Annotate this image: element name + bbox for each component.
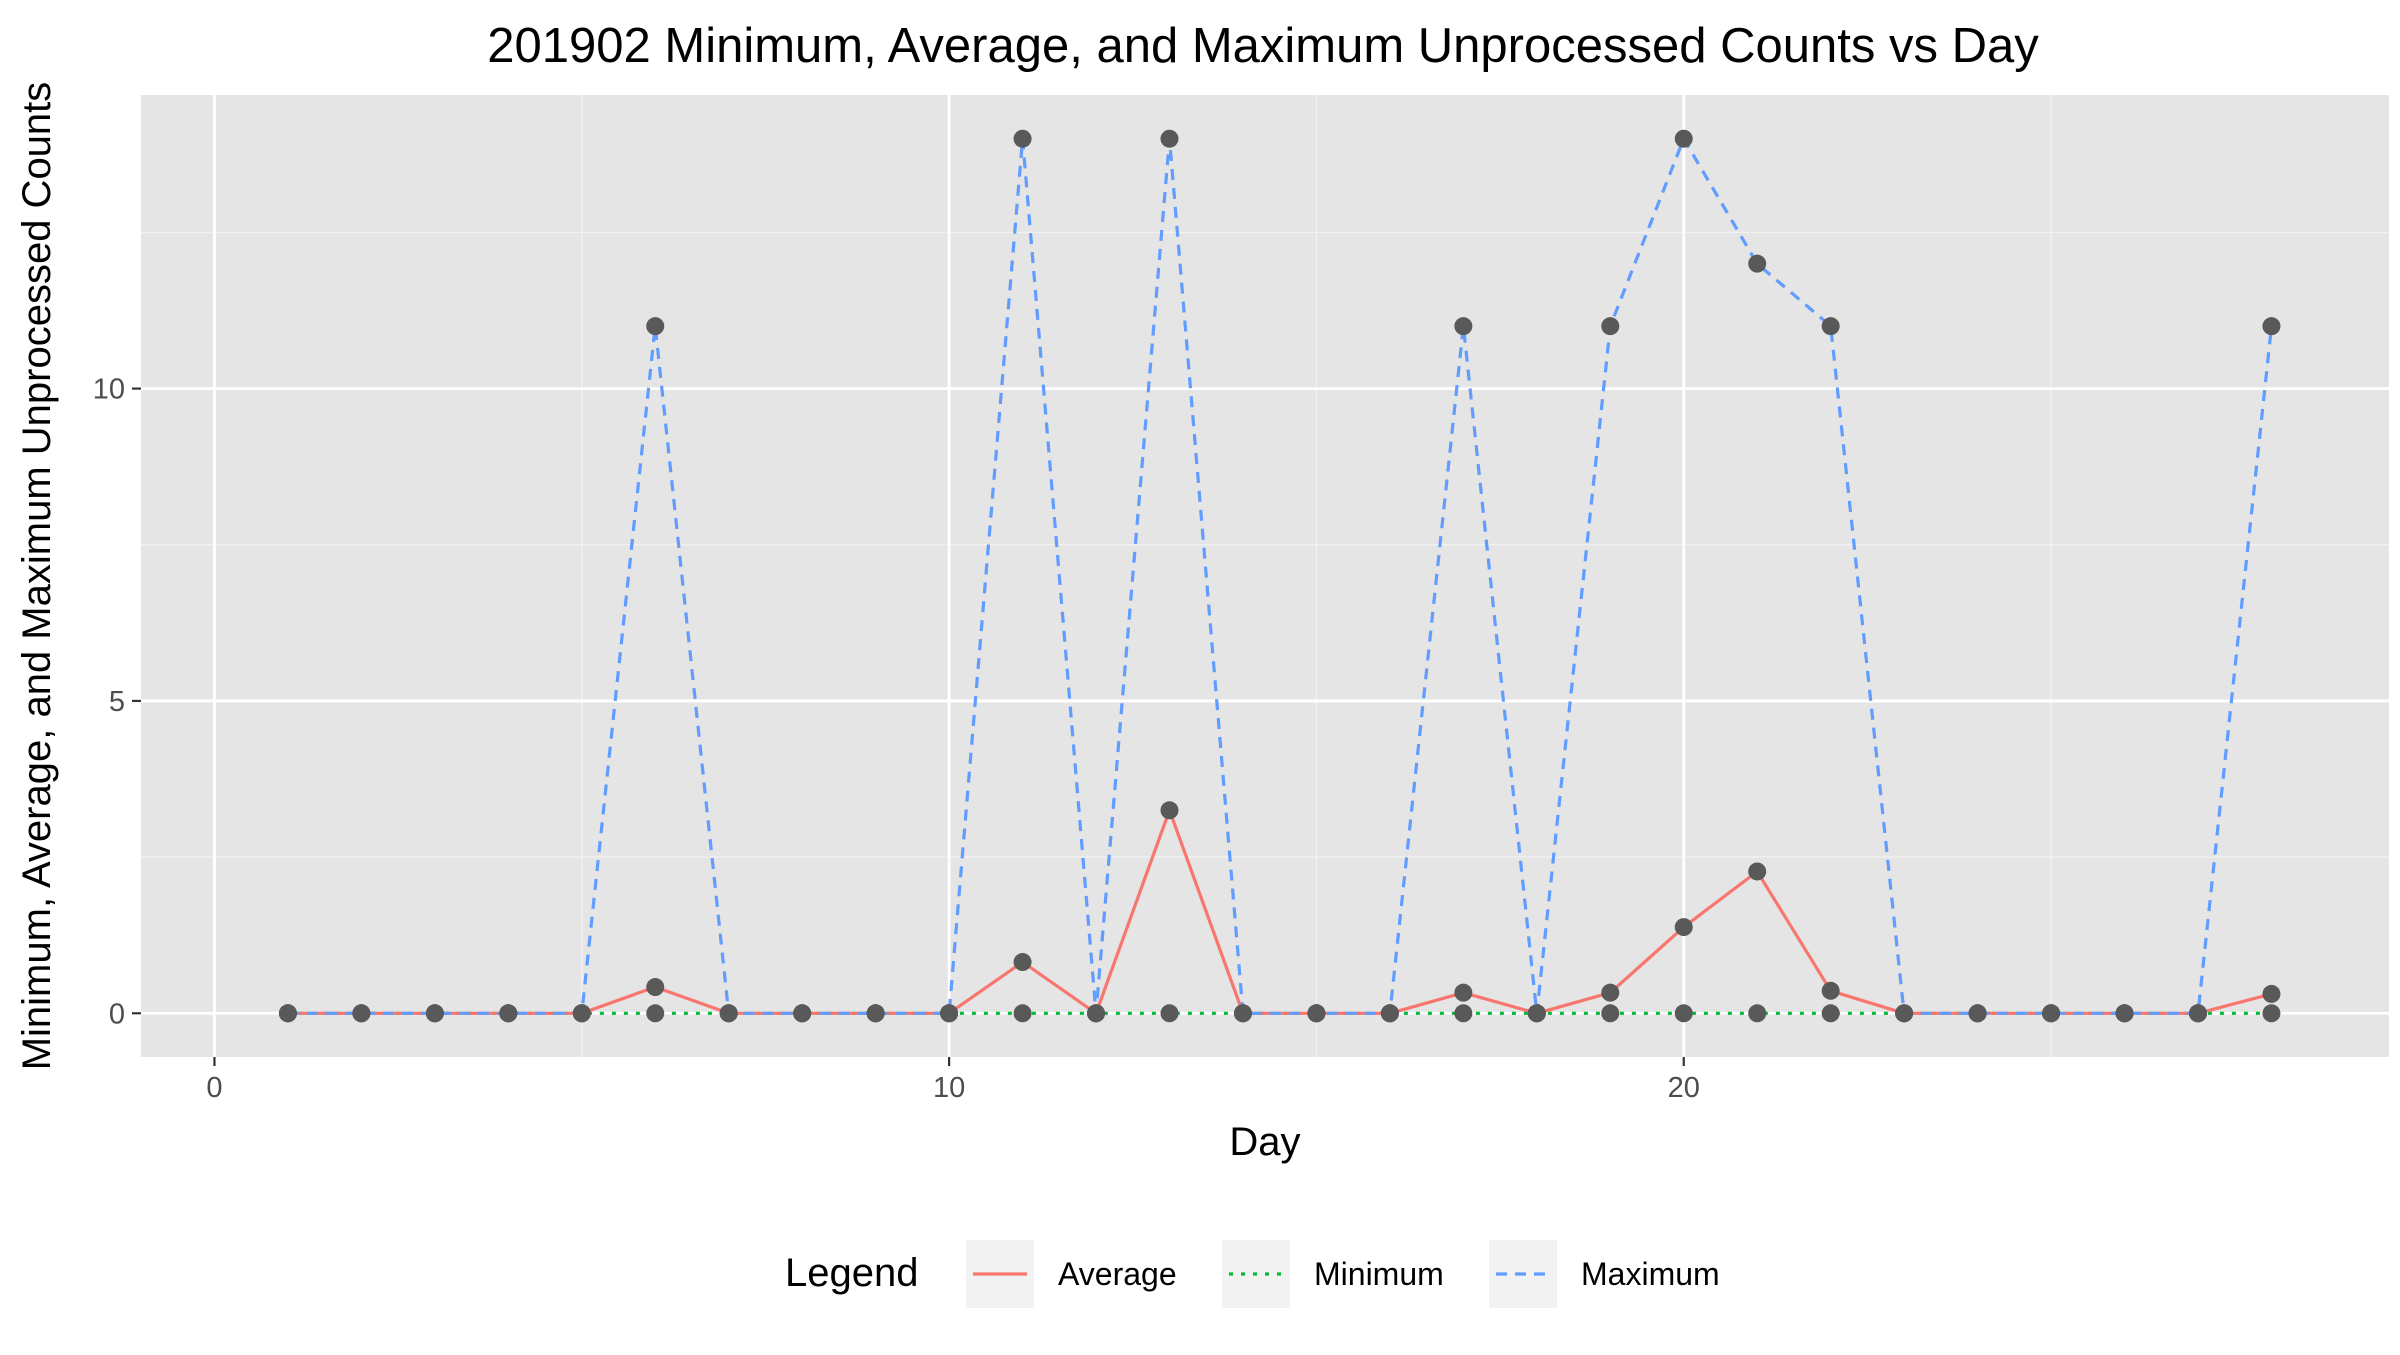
data-point-minimum xyxy=(2262,1004,2281,1023)
data-point-maximum xyxy=(646,317,665,336)
legend-label-maximum: Maximum xyxy=(1581,1256,1720,1292)
legend-label-minimum: Minimum xyxy=(1314,1256,1444,1292)
data-point-maximum xyxy=(2042,1004,2061,1023)
data-point-maximum xyxy=(278,1004,297,1023)
data-point-average xyxy=(1601,983,1620,1002)
plot-panel xyxy=(141,95,2389,1057)
data-point-maximum xyxy=(1674,129,1693,148)
data-point-average xyxy=(1748,862,1767,881)
data-point-average xyxy=(1013,953,1032,972)
chart-title: 201902 Minimum, Average, and Maximum Unp… xyxy=(487,19,2039,73)
data-point-average xyxy=(1674,918,1693,937)
data-point-minimum xyxy=(1601,1004,1620,1023)
data-point-maximum xyxy=(2262,317,2281,336)
data-point-minimum xyxy=(1013,1004,1032,1023)
series-lines xyxy=(287,137,2274,1015)
data-point-maximum xyxy=(1895,1004,1914,1023)
x-tick-label: 10 xyxy=(933,1072,965,1104)
data-points xyxy=(278,129,2281,1023)
data-point-maximum xyxy=(1233,1004,1252,1023)
y-tick-label: 10 xyxy=(93,374,125,406)
data-point-maximum xyxy=(1821,317,1840,336)
data-point-maximum xyxy=(1380,1004,1399,1023)
data-point-minimum xyxy=(646,1004,665,1023)
legend-label-average: Average xyxy=(1058,1256,1177,1292)
data-point-minimum xyxy=(1748,1004,1767,1023)
data-point-maximum xyxy=(1307,1004,1326,1023)
data-point-maximum xyxy=(2188,1004,2207,1023)
series-line-maximum xyxy=(287,137,2274,1015)
data-point-maximum xyxy=(2115,1004,2134,1023)
data-point-minimum xyxy=(1821,1004,1840,1023)
data-point-maximum xyxy=(352,1004,371,1023)
data-point-maximum xyxy=(793,1004,812,1023)
legend-title: Legend xyxy=(785,1251,918,1295)
data-point-maximum xyxy=(1968,1004,1987,1023)
y-tick-label: 0 xyxy=(109,998,125,1030)
data-point-maximum xyxy=(1454,317,1473,336)
y-axis: 0 5 10 xyxy=(93,374,141,1030)
data-point-maximum xyxy=(1527,1004,1546,1023)
data-point-average xyxy=(646,978,665,997)
data-point-average xyxy=(1821,981,1840,1000)
legend: Legend Average Minimum Maximum xyxy=(785,1240,1720,1308)
x-tick-label: 20 xyxy=(1668,1072,1700,1104)
minor-grid-lines xyxy=(141,95,2389,1057)
data-point-maximum xyxy=(1087,1004,1106,1023)
data-point-minimum xyxy=(1160,1004,1179,1023)
data-point-minimum xyxy=(1454,1004,1473,1023)
data-point-maximum xyxy=(719,1004,738,1023)
data-point-maximum xyxy=(425,1004,444,1023)
data-point-maximum xyxy=(1160,129,1179,148)
data-point-minimum xyxy=(1674,1004,1693,1023)
data-point-average xyxy=(1454,983,1473,1002)
x-tick-label: 0 xyxy=(206,1072,222,1104)
data-point-maximum xyxy=(1601,317,1620,336)
x-axis: 0 10 20 xyxy=(206,1057,1700,1104)
data-point-maximum xyxy=(940,1004,959,1023)
data-point-maximum xyxy=(499,1004,518,1023)
data-point-average xyxy=(1160,801,1179,820)
data-point-maximum xyxy=(1748,254,1767,273)
x-axis-title: Day xyxy=(1229,1120,1300,1164)
y-axis-title: Minimum, Average, and Maximum Unprocesse… xyxy=(15,82,59,1071)
y-tick-label: 5 xyxy=(109,686,125,718)
data-point-maximum xyxy=(1013,129,1032,148)
data-point-average xyxy=(2262,984,2281,1003)
data-point-maximum xyxy=(572,1004,591,1023)
data-point-maximum xyxy=(866,1004,885,1023)
